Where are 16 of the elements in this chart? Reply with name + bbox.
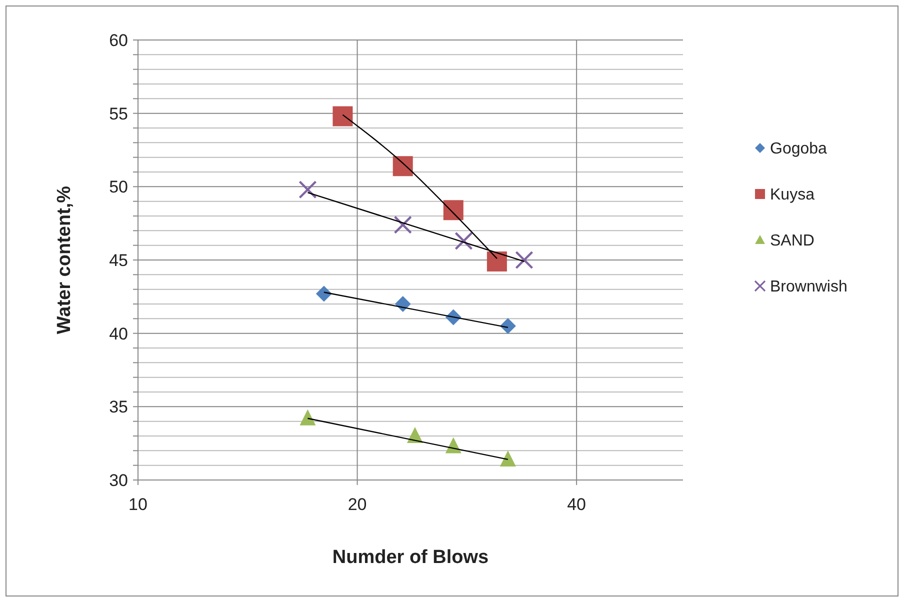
legend-label: SAND bbox=[770, 232, 814, 250]
y-axis-title: Water content,% bbox=[54, 186, 75, 334]
x-tick-label: 20 bbox=[348, 495, 367, 514]
y-tick-label: 40 bbox=[109, 324, 128, 344]
legend-label: Gogoba bbox=[770, 140, 828, 158]
y-tick-label: 55 bbox=[109, 104, 128, 124]
y-tick-label: 35 bbox=[109, 398, 128, 417]
x-tick-label: 40 bbox=[567, 495, 586, 514]
y-tick-label: 30 bbox=[109, 470, 128, 490]
y-tick-label: 60 bbox=[109, 30, 128, 50]
legend-label: Kuysa bbox=[770, 186, 815, 204]
y-tick-label: 50 bbox=[109, 178, 128, 197]
x-tick-label: 10 bbox=[128, 495, 148, 514]
y-tick-label: 45 bbox=[109, 250, 128, 270]
legend-label: Brownwish bbox=[770, 278, 848, 296]
x-axis-title: Numder of Blows bbox=[332, 547, 489, 568]
